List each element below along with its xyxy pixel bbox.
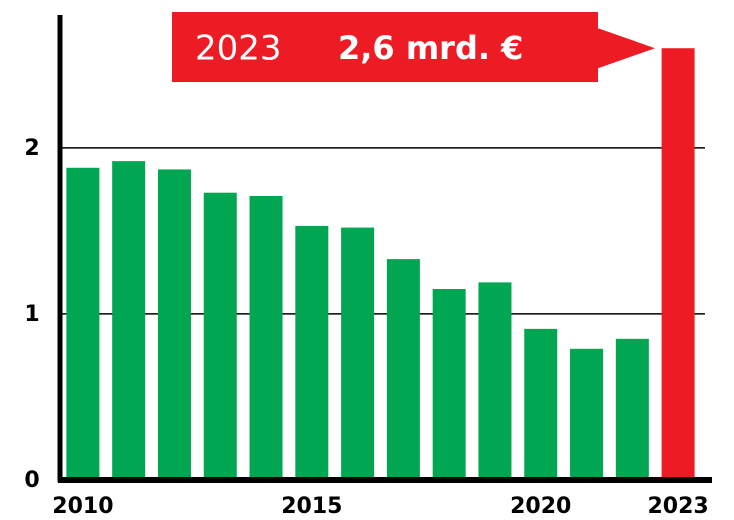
bar (112, 161, 146, 480)
bar (478, 282, 512, 480)
bar (203, 192, 237, 481)
bar (615, 338, 649, 480)
bar (524, 328, 558, 480)
bar (249, 196, 283, 480)
x-tick-label: 2010 (52, 494, 113, 519)
bar (386, 259, 420, 480)
bar (570, 348, 604, 480)
annotation-box (172, 12, 655, 82)
x-tick-label: 2020 (510, 494, 571, 519)
bar (432, 289, 466, 480)
bar (661, 48, 695, 480)
y-tick-label: 2 (24, 136, 39, 161)
bar (157, 169, 191, 481)
y-tick-label: 0 (24, 468, 39, 493)
annotation-label: 2,6 mrd. € (338, 29, 523, 67)
annotation-year: 2023 (195, 29, 282, 69)
x-tick-label: 2023 (647, 494, 708, 519)
y-tick-label: 1 (24, 302, 39, 327)
x-tick-label: 2015 (281, 494, 342, 519)
bar (295, 225, 329, 480)
bar (341, 227, 375, 480)
annotation: 2023 2,6 mrd. € (172, 12, 655, 82)
bar (66, 167, 100, 481)
